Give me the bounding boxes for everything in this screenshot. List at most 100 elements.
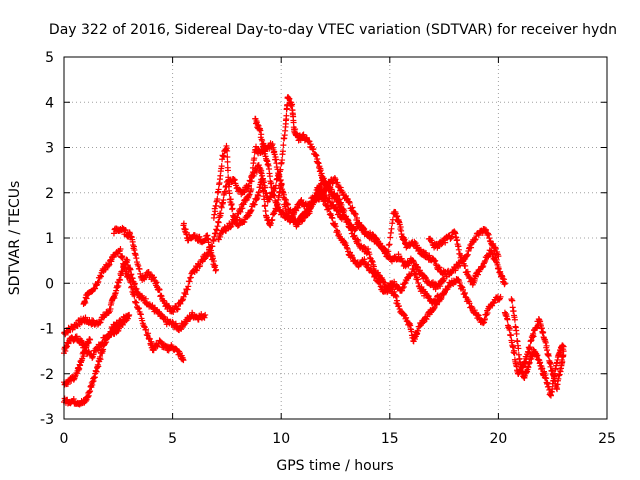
data-point <box>180 357 187 364</box>
data-point <box>215 219 222 226</box>
data-point <box>422 274 429 281</box>
data-point <box>369 231 376 238</box>
data-point <box>156 309 163 316</box>
data-point <box>377 279 384 286</box>
data-point <box>332 176 339 183</box>
data-point <box>143 326 150 333</box>
data-point <box>136 266 143 273</box>
data-point <box>218 163 225 170</box>
data-point <box>313 152 320 159</box>
data-point <box>484 254 491 261</box>
data-point <box>157 292 164 299</box>
data-point <box>366 251 373 258</box>
data-point <box>276 173 283 180</box>
data-point <box>248 186 255 193</box>
data-point <box>150 347 157 354</box>
data-point <box>515 345 522 352</box>
data-point <box>439 278 446 285</box>
x-tick-label: 15 <box>381 431 399 447</box>
data-point <box>333 195 340 202</box>
data-point <box>266 173 273 180</box>
data-point <box>348 252 355 259</box>
data-point <box>158 293 165 300</box>
data-point <box>481 259 488 266</box>
data-point <box>431 258 438 265</box>
data-point <box>371 273 378 280</box>
data-point <box>150 274 157 281</box>
data-point <box>376 240 383 247</box>
data-point <box>320 176 327 183</box>
data-point <box>442 239 449 246</box>
data-points <box>61 94 567 408</box>
data-point <box>247 208 254 215</box>
data-point <box>326 205 333 212</box>
data-point <box>345 199 352 206</box>
data-point <box>224 167 231 174</box>
data-point <box>430 305 437 312</box>
data-point <box>284 201 291 208</box>
data-point <box>547 361 554 368</box>
data-point <box>217 233 224 240</box>
data-point <box>438 241 445 248</box>
data-point <box>279 148 286 155</box>
data-point <box>377 283 384 290</box>
data-point <box>467 241 474 248</box>
data-point <box>370 268 377 275</box>
data-point <box>436 264 443 271</box>
data-point <box>286 207 293 214</box>
data-point <box>95 278 102 285</box>
data-point <box>246 191 253 198</box>
data-point <box>249 171 256 178</box>
data-point <box>94 279 101 286</box>
data-point <box>231 176 238 183</box>
data-point <box>393 293 400 300</box>
data-point <box>393 297 400 304</box>
data-point <box>492 244 499 251</box>
data-point <box>492 245 499 252</box>
data-point <box>391 288 398 295</box>
data-point <box>127 266 134 273</box>
data-point <box>123 314 130 321</box>
chart-title: Day 322 of 2016, Sidereal Day-to-day VTE… <box>49 22 617 38</box>
data-point <box>349 226 356 233</box>
data-point <box>317 167 324 174</box>
data-point <box>346 198 353 205</box>
data-point <box>373 273 380 280</box>
data-point <box>97 272 104 279</box>
data-point <box>387 234 394 241</box>
data-point <box>504 316 511 323</box>
data-point <box>332 223 339 230</box>
data-point <box>251 155 258 162</box>
data-point <box>361 256 368 263</box>
data-point <box>352 210 359 217</box>
data-point <box>193 267 200 274</box>
data-point <box>411 270 418 277</box>
data-point <box>399 285 406 292</box>
data-point <box>220 196 227 203</box>
data-point <box>173 322 180 329</box>
data-point <box>272 182 279 189</box>
data-point <box>298 218 305 225</box>
data-point <box>416 247 423 254</box>
data-point <box>306 138 313 145</box>
data-point <box>135 305 142 312</box>
data-point <box>486 237 493 244</box>
data-point <box>149 302 156 309</box>
data-point <box>70 376 77 383</box>
data-point <box>229 205 236 212</box>
data-point <box>513 330 520 337</box>
data-point <box>485 231 492 238</box>
data-point <box>423 316 430 323</box>
data-point <box>215 186 222 193</box>
data-point <box>387 229 394 236</box>
data-point <box>389 220 396 227</box>
data-point <box>212 230 219 237</box>
data-point <box>258 131 265 138</box>
y-tick-label: -3 <box>40 412 54 428</box>
data-point <box>343 244 350 251</box>
y-tick-label: -2 <box>40 367 54 383</box>
data-point <box>385 248 392 255</box>
data-point <box>275 170 282 177</box>
data-point <box>228 200 235 207</box>
data-point <box>528 355 535 362</box>
